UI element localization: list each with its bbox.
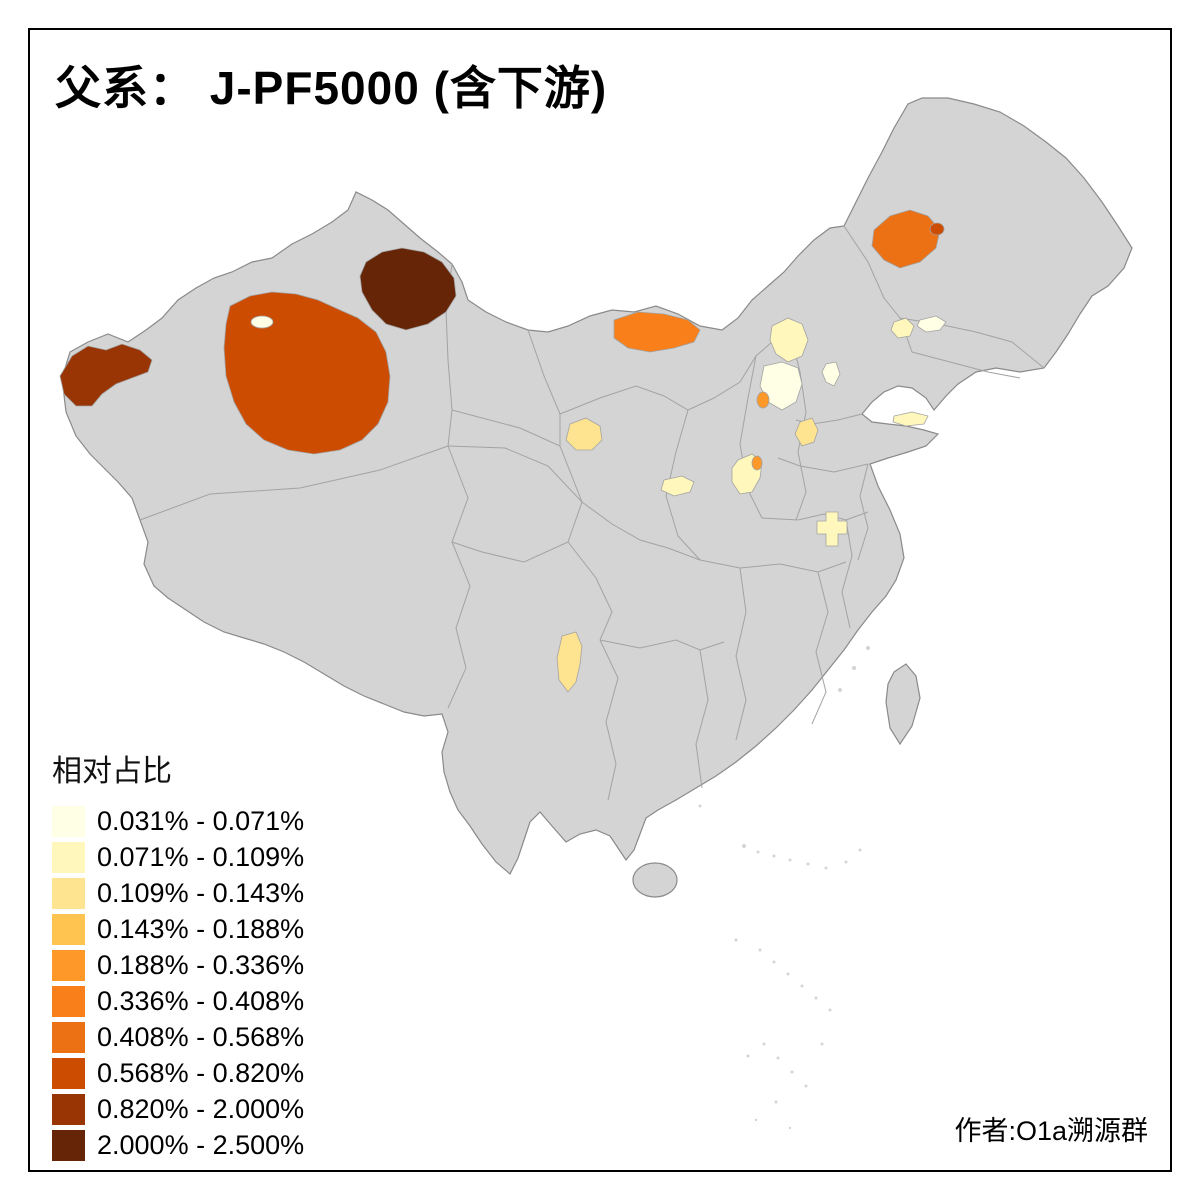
map-region — [556, 631, 583, 693]
legend-item: 0.336% - 0.408% — [52, 984, 304, 1018]
legend-title: 相对占比 — [52, 755, 172, 788]
legend-label: 0.568% - 0.820% — [97, 1057, 305, 1088]
map-region — [890, 317, 915, 339]
map-region — [759, 361, 803, 411]
legend-label: 0.109% - 0.143% — [97, 877, 305, 908]
hainan-shape — [632, 862, 678, 898]
legend-swatch — [52, 877, 85, 909]
map-region — [359, 247, 457, 331]
legend-item: 0.071% - 0.109% — [52, 840, 304, 874]
map-title: 父系： J-PF5000 (含下游) — [55, 62, 608, 114]
map-region — [769, 317, 809, 363]
legend: 相对占比 0.031% - 0.071% 0.071% - 0.109% 0.109… — [52, 746, 304, 1164]
legend-item: 0.568% - 0.820% — [52, 1056, 304, 1090]
map-region — [871, 209, 941, 269]
legend-item: 0.188% - 0.336% — [52, 948, 304, 982]
highlighted-regions — [59, 209, 947, 693]
map-region — [613, 311, 701, 353]
map-region — [794, 417, 819, 447]
taiwan-shape — [885, 663, 921, 746]
legend-swatch — [52, 1093, 85, 1125]
legend-swatch — [52, 949, 85, 981]
legend-item: 0.109% - 0.143% — [52, 876, 304, 910]
legend-swatch — [52, 805, 85, 837]
map-region — [916, 315, 947, 333]
legend-swatch — [52, 985, 85, 1017]
province-boundaries — [139, 225, 1045, 801]
legend-label: 0.143% - 0.188% — [97, 913, 305, 944]
author-credit: 作者:O1a溯源群 — [954, 1116, 1148, 1146]
china-mainland-shape — [61, 97, 1133, 875]
legend-label: 0.031% - 0.071% — [97, 805, 305, 836]
legend-label: 0.071% - 0.109% — [97, 841, 305, 872]
legend-item: 2.000% - 2.500% — [52, 1128, 304, 1162]
map-region — [816, 511, 848, 547]
island-specks — [698, 646, 870, 1130]
legend-item: 0.031% - 0.071% — [52, 804, 304, 838]
map-region — [565, 417, 603, 451]
legend-swatch — [52, 841, 85, 873]
legend-item: 0.143% - 0.188% — [52, 912, 304, 946]
map-region — [929, 222, 945, 236]
legend-swatch — [52, 1129, 85, 1161]
legend-swatch — [52, 1057, 85, 1089]
map-region — [59, 343, 153, 407]
legend-label: 0.336% - 0.408% — [97, 985, 305, 1016]
legend-item: 0.408% - 0.568% — [52, 1020, 304, 1054]
map-region — [892, 411, 929, 427]
legend-label: 0.820% - 2.000% — [97, 1093, 305, 1124]
map-region — [250, 315, 274, 329]
map-region — [821, 361, 841, 387]
legend-label: 0.188% - 0.336% — [97, 949, 305, 980]
legend-label: 2.000% - 2.500% — [97, 1129, 305, 1160]
legend-items: 0.031% - 0.071% 0.071% - 0.109% 0.109% - 0… — [52, 804, 304, 1162]
legend-label: 0.408% - 0.568% — [97, 1021, 305, 1052]
legend-swatch — [52, 1021, 85, 1053]
map-region — [223, 291, 391, 455]
map-region — [756, 391, 770, 409]
legend-swatch — [52, 913, 85, 945]
legend-item: 0.820% - 2.000% — [52, 1092, 304, 1126]
map-region — [660, 475, 695, 497]
map-region — [751, 455, 763, 471]
